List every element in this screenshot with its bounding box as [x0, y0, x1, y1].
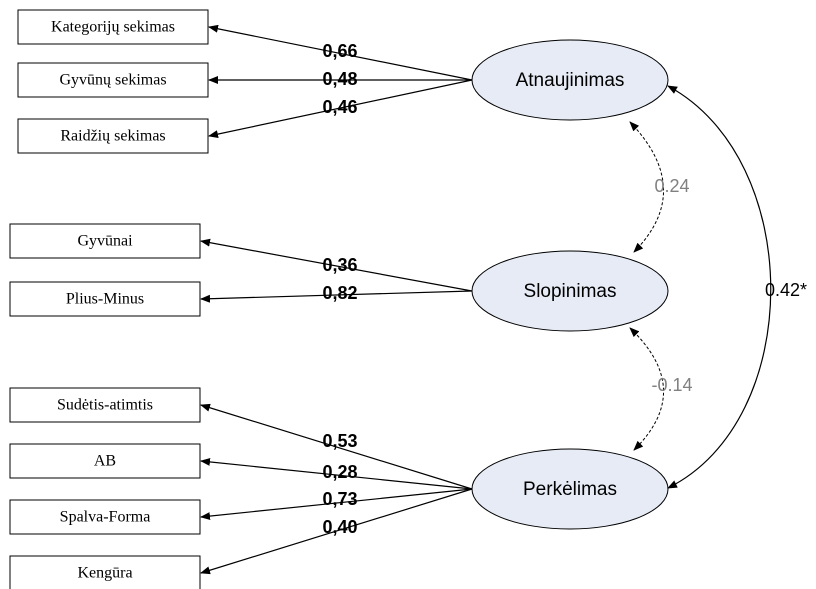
loading-label: 0,46 [322, 97, 357, 117]
indicator-label: AB [94, 453, 116, 470]
loading-label: 0,82 [322, 283, 357, 303]
loading-label: 0,66 [322, 41, 357, 61]
indicator-label: Raidžių sekimas [60, 128, 165, 145]
loading-arrow [200, 457, 473, 490]
correlation-arrow [667, 85, 772, 489]
loading-arrow [200, 290, 473, 303]
loading-label: 0,53 [322, 431, 357, 451]
loading-label: 0,40 [322, 517, 357, 537]
indicator-label: Kategorijų sekimas [51, 19, 175, 36]
indicator-label: Plius-Minus [66, 291, 144, 308]
loading-arrow [208, 79, 473, 139]
loading-arrow [200, 488, 473, 521]
factor-label: Slopinimas [524, 281, 617, 302]
indicator-box [17, 118, 209, 154]
loading-arrow [200, 403, 473, 490]
indicator-box [9, 499, 201, 535]
correlation-arrow [629, 121, 664, 253]
loading-label: 0,28 [322, 462, 357, 482]
indicator-label: Spalva-Forma [60, 509, 151, 526]
loading-arrow [200, 238, 473, 292]
loading-arrow [200, 488, 473, 575]
factor-ellipse [471, 448, 669, 530]
factor-ellipse [471, 39, 669, 121]
indicator-box [9, 223, 201, 259]
indicator-box [17, 9, 209, 45]
edges [200, 24, 473, 575]
correlation-label: 0.42* [765, 280, 807, 300]
loading-arrow [208, 24, 473, 81]
correlation-arrow [629, 327, 664, 451]
indicator-box [17, 62, 209, 98]
correlation-label: -0.14 [651, 375, 692, 395]
factor-label: Perkėlimas [523, 479, 617, 500]
indicator-box [9, 555, 201, 589]
loading-label: 0,36 [322, 255, 357, 275]
indicator-box [9, 387, 201, 423]
factor-label: Atnaujinimas [516, 70, 625, 91]
indicator-box [9, 443, 201, 479]
correlation-label: 0.24 [654, 176, 689, 196]
indicator-label: Gyvūnai [77, 233, 133, 250]
indicator-label: Kengūra [77, 565, 132, 582]
loading-label: 0,48 [322, 69, 357, 89]
nodes: Kategorijų sekimas 0,66 Gyvūnų sekimas 0,48… [9, 9, 669, 589]
loading-label: 0,73 [322, 489, 357, 509]
indicator-box [9, 281, 201, 317]
indicator-label: Sudėtis-atimtis [57, 397, 153, 414]
indicator-label: Gyvūnų sekimas [59, 72, 166, 89]
